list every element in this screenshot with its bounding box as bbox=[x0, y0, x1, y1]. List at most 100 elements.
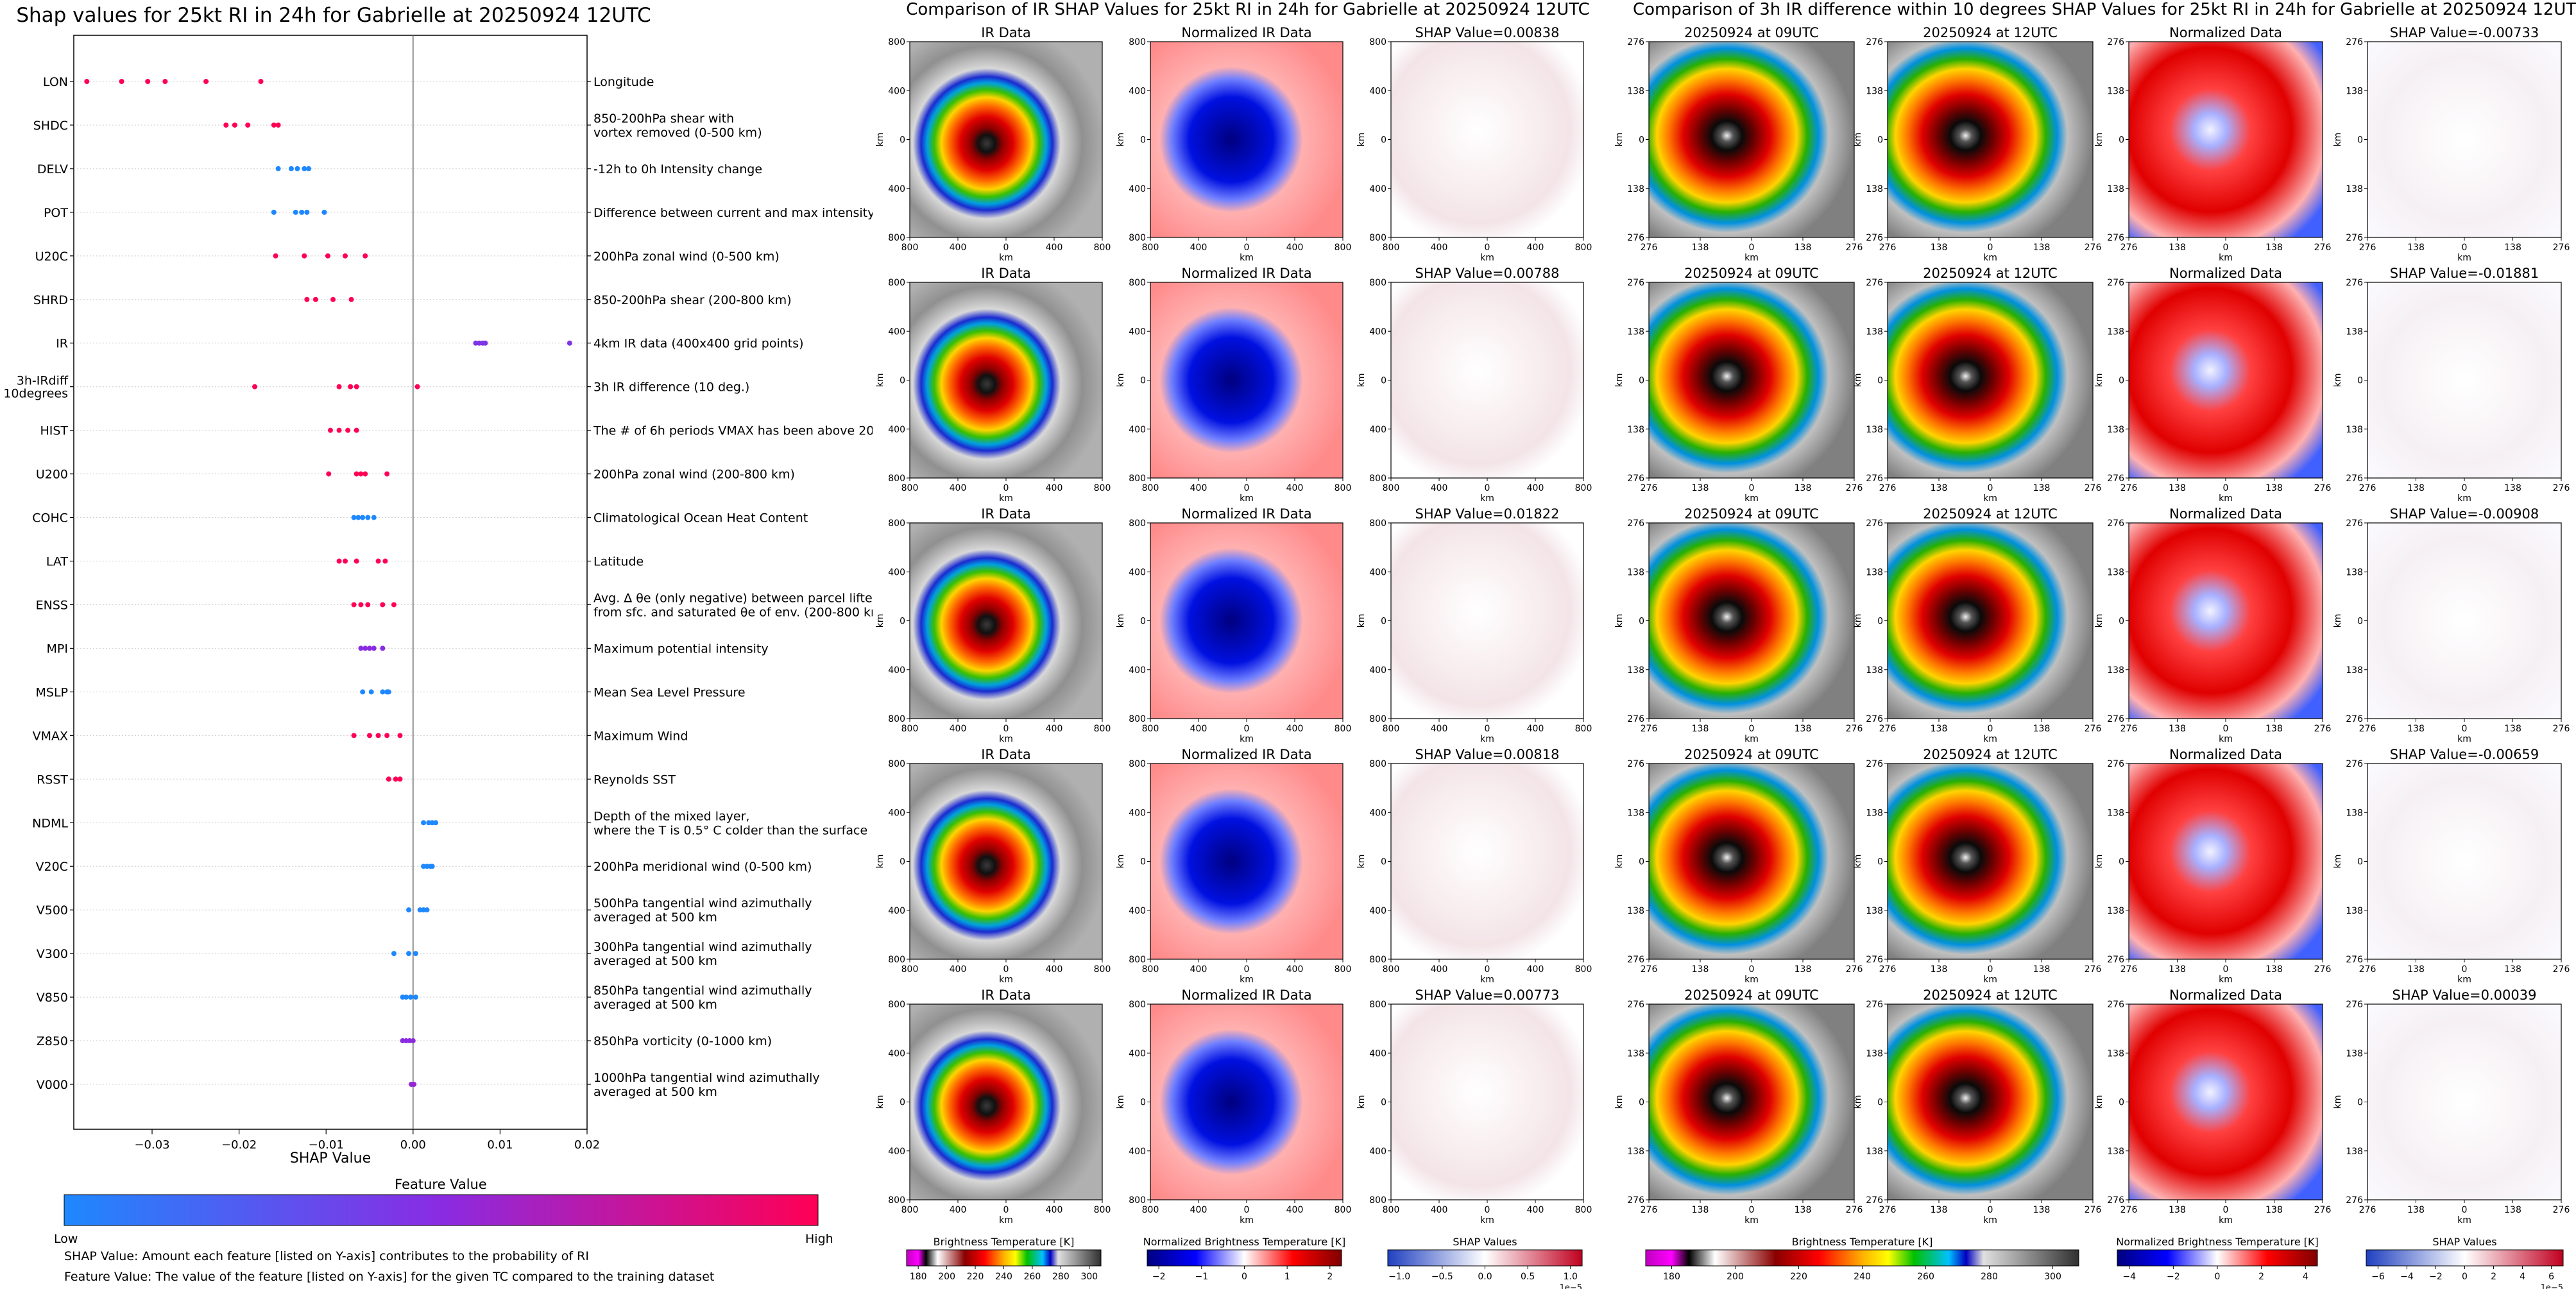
panel-x-tick-label: 276 bbox=[2120, 964, 2138, 975]
colorbar-tick-label: 2 bbox=[1327, 1272, 1333, 1282]
shap-point bbox=[358, 645, 364, 651]
panel-ylabel: km bbox=[1853, 373, 1863, 388]
map-panel: 20250924 at 12UTC27627613813800138138276… bbox=[1853, 747, 2101, 985]
panel-y-tick-label: 138 bbox=[2107, 906, 2124, 916]
panel-y-tick-label: 400 bbox=[1369, 86, 1386, 96]
colorbar-offset: 1e−5 bbox=[1560, 1283, 1582, 1289]
panel-x-tick-label: 800 bbox=[1575, 1205, 1592, 1215]
panel-title: IR Data bbox=[981, 747, 1031, 762]
panel-xlabel: km bbox=[999, 734, 1013, 744]
feature-description: Climatological Ocean Heat Content bbox=[593, 511, 808, 525]
panel-y-tick-label: 400 bbox=[1129, 1048, 1146, 1059]
panel-x-tick-label: 138 bbox=[2033, 1205, 2051, 1215]
panel-y-tick-label: 400 bbox=[1369, 184, 1386, 194]
map-panel: 20250924 at 09UTC27627613813800138138276… bbox=[1614, 506, 1863, 744]
panel-image bbox=[1887, 282, 2094, 479]
panel-y-tick-label: 0 bbox=[2119, 857, 2124, 867]
panel-x-tick-label: 400 bbox=[1431, 243, 1448, 253]
panel-colorbar: Brightness Temperature [K] 180 200 220 240 26… bbox=[906, 1236, 1102, 1282]
panel-y-tick-label: 138 bbox=[1866, 86, 1883, 96]
panel-xlabel: km bbox=[1744, 253, 1759, 263]
panel-y-tick-label: 138 bbox=[2346, 665, 2363, 676]
panel-title: 20250924 at 09UTC bbox=[1684, 25, 1819, 40]
panel-y-tick-label: 400 bbox=[1129, 184, 1146, 194]
colorbar-tick-label: −1.0 bbox=[1388, 1272, 1410, 1282]
panel-x-tick-label: 400 bbox=[950, 483, 967, 493]
panel-x-tick-label: 138 bbox=[2407, 483, 2425, 493]
panel-x-tick-label: 800 bbox=[1335, 724, 1352, 734]
panel-ylabel: km bbox=[1853, 133, 1863, 147]
panel-y-tick-label: 400 bbox=[1369, 1147, 1386, 1157]
panel-y-tick-label: 400 bbox=[1129, 808, 1146, 818]
feature-name-label: ENSS bbox=[36, 598, 68, 612]
panel-x-tick-label: 0 bbox=[1749, 243, 1755, 253]
panel-x-tick-label: 276 bbox=[1846, 724, 1863, 734]
panel-x-tick-label: 138 bbox=[1795, 1205, 1812, 1215]
panel-y-tick-label: 276 bbox=[1627, 759, 1644, 769]
panel-y-tick-label: 800 bbox=[888, 518, 905, 529]
panel-y-tick-label: 276 bbox=[2107, 233, 2124, 243]
panel-y-tick-label: 400 bbox=[888, 327, 905, 337]
map-panel: Normalized IR Data8008004004000040040080… bbox=[1116, 987, 1351, 1225]
panel-x-tick-label: 276 bbox=[1879, 964, 1897, 975]
panel-x-tick-label: 400 bbox=[1286, 964, 1304, 975]
colorbar-tick-label: −4 bbox=[2122, 1272, 2136, 1282]
panel-y-tick-label: 276 bbox=[1866, 474, 1883, 484]
colorbar-tick-label: 2 bbox=[2258, 1272, 2264, 1282]
panel-y-tick-label: 800 bbox=[888, 1000, 905, 1010]
panel-y-tick-label: 400 bbox=[1369, 665, 1386, 676]
panel-y-tick-label: 138 bbox=[1627, 86, 1644, 96]
panel-y-tick-label: 0 bbox=[2119, 135, 2124, 146]
shap-point bbox=[304, 209, 310, 215]
map-panel: SHAP Value=0.018228008004004000040040080… bbox=[1356, 506, 1592, 744]
panel-y-tick-label: 0 bbox=[900, 617, 905, 627]
panel-x-tick-label: 0 bbox=[2223, 243, 2229, 253]
feature-row: V20C 200hPa meridional wind (0-500 km) bbox=[36, 860, 812, 874]
panel-y-tick-label: 800 bbox=[1129, 1000, 1146, 1010]
panel-y-tick-label: 276 bbox=[2346, 955, 2363, 965]
panel-y-tick-label: 400 bbox=[1129, 327, 1146, 337]
feature-row: SHRD 850-200hPa shear (200-800 km) bbox=[33, 293, 792, 307]
panel-xlabel: km bbox=[2219, 253, 2233, 263]
shap-point bbox=[382, 558, 388, 564]
feature-description: -12h to 0h Intensity change bbox=[593, 162, 762, 176]
shap-point bbox=[354, 427, 359, 433]
panel-x-tick-label: 400 bbox=[1046, 724, 1063, 734]
map-panel: 20250924 at 09UTC27627613813800138138276… bbox=[1614, 987, 1863, 1225]
panel-title: Normalized IR Data bbox=[1181, 506, 1311, 522]
panel-xlabel: km bbox=[1983, 253, 1997, 263]
colorbar-tick-label: −1 bbox=[1195, 1272, 1209, 1282]
panel-x-tick-label: 800 bbox=[1575, 243, 1592, 253]
shap-point bbox=[348, 384, 354, 389]
panel-x-tick-label: 276 bbox=[1846, 243, 1863, 253]
panel-y-tick-label: 0 bbox=[1639, 617, 1644, 627]
panel-y-tick-label: 138 bbox=[2346, 327, 2363, 337]
panel-xlabel: km bbox=[1240, 253, 1254, 263]
panel-y-tick-label: 276 bbox=[2107, 37, 2124, 47]
feature-row: MPI Maximum potential intensity bbox=[47, 642, 769, 656]
panel-y-tick-label: 0 bbox=[1877, 617, 1883, 627]
feature-description: 3h IR difference (10 deg.) bbox=[593, 380, 749, 395]
panel-y-tick-label: 0 bbox=[1877, 376, 1883, 386]
panel-title: SHAP Value=0.00773 bbox=[1415, 987, 1560, 1003]
panel-x-tick-label: 138 bbox=[2169, 964, 2186, 975]
panel-y-tick-label: 276 bbox=[2107, 1000, 2124, 1010]
panel-xlabel: km bbox=[1744, 1215, 1759, 1225]
panel-ylabel: km bbox=[1356, 133, 1367, 147]
colorbar-tick-label: 200 bbox=[1727, 1272, 1744, 1282]
panel-title: IR Data bbox=[981, 266, 1031, 281]
panel-y-tick-label: 800 bbox=[888, 759, 905, 769]
panel-x-tick-label: 0 bbox=[1003, 1205, 1009, 1215]
shap-point bbox=[271, 122, 277, 128]
map-panel: SHAP Value=0.000392762761381380013813827… bbox=[2333, 987, 2570, 1225]
panel-title: 20250924 at 12UTC bbox=[1923, 266, 2058, 281]
colorbar-tick-label: 300 bbox=[1080, 1272, 1098, 1282]
panel-y-tick-label: 800 bbox=[1369, 233, 1386, 243]
panel-y-tick-label: 800 bbox=[1129, 1195, 1146, 1206]
x-tick-label: 0.00 bbox=[400, 1138, 426, 1152]
panel-y-tick-label: 400 bbox=[888, 567, 905, 577]
panel-title: IR Data bbox=[981, 506, 1031, 522]
panel-y-tick-label: 0 bbox=[2119, 376, 2124, 386]
panel-xlabel: km bbox=[1480, 493, 1494, 504]
panel-y-tick-label: 276 bbox=[2346, 37, 2363, 47]
